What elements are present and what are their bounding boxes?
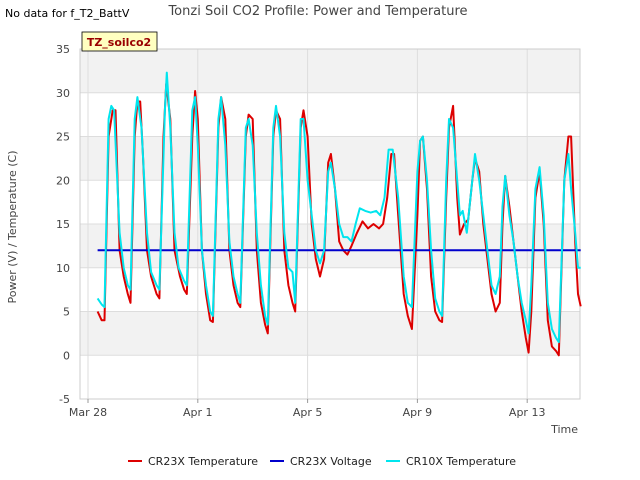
x-tick-label: Apr 13 — [509, 406, 546, 419]
x-tick-label: Apr 1 — [183, 406, 213, 419]
legend-label: CR10X Temperature — [406, 455, 516, 468]
series-lines — [96, 71, 582, 357]
y-tick-label: 25 — [56, 131, 70, 144]
x-axis: Mar 28 Apr 1 Apr 5 Apr 9 Apr 13 — [69, 399, 546, 419]
y-tick-label: 5 — [63, 306, 70, 319]
plot-frame — [79, 48, 581, 400]
chart-title: Tonzi Soil CO2 Profile: Power and Temper… — [167, 4, 467, 19]
y-tick-label: 10 — [56, 262, 70, 275]
x-tick-label: Apr 9 — [403, 406, 433, 419]
x-tick-label: Apr 5 — [293, 406, 323, 419]
no-data-note: No data for f_T2_BattV — [5, 7, 130, 20]
badge-label: TZ_soilco2 — [87, 36, 151, 49]
cr10x-temperature-line — [96, 71, 581, 344]
legend-label: CR23X Temperature — [148, 455, 258, 468]
badge: TZ_soilco2 — [81, 31, 158, 52]
background-band — [80, 224, 580, 268]
y-tick-label: 20 — [56, 174, 70, 187]
legend-label: CR23X Voltage — [290, 455, 372, 468]
legend: CR23X Temperature CR23X Voltage CR10X Temp… — [128, 455, 516, 468]
x-tick-label: Mar 28 — [69, 406, 107, 419]
y-tick-label: 15 — [56, 218, 70, 231]
y-tick-label: 0 — [63, 349, 70, 362]
badge-box — [81, 31, 158, 52]
y-axis-title: Power (V) / Temperature (C) — [6, 150, 19, 303]
background-bands — [80, 49, 580, 356]
background-band — [80, 311, 580, 356]
y-tick-label: 30 — [56, 87, 70, 100]
y-tick-label: -5 — [59, 393, 70, 406]
y-tick-label: 35 — [56, 43, 70, 56]
background-band — [80, 49, 580, 93]
y-axis: -5 0 5 10 15 20 25 30 35 — [56, 43, 70, 406]
x-axis-title: Time — [550, 423, 578, 436]
